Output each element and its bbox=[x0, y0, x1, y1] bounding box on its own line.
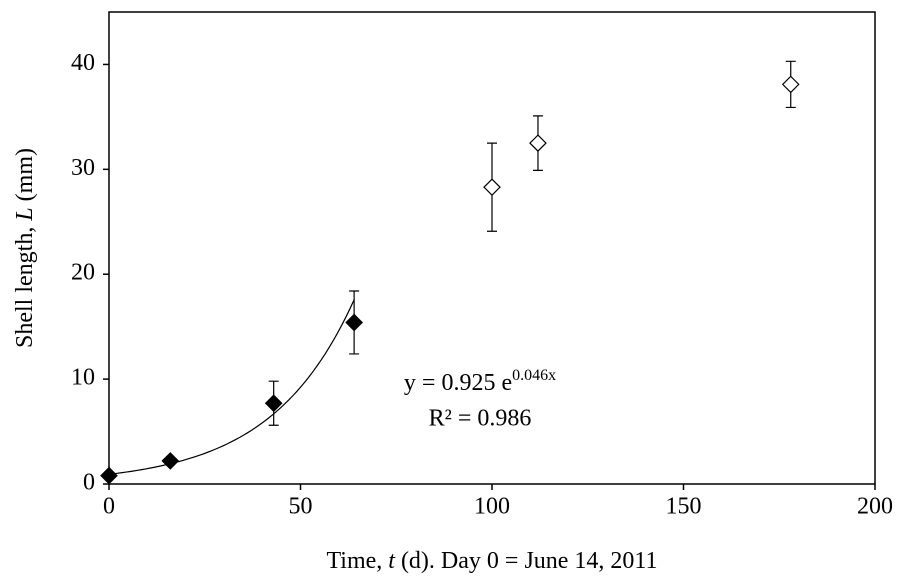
x-tick-label: 200 bbox=[857, 494, 893, 520]
point bbox=[483, 178, 501, 197]
x-tick-label: 0 bbox=[103, 494, 115, 520]
x-tick-label: 150 bbox=[666, 494, 702, 520]
equation: y = 0.925 e0.046x bbox=[404, 367, 556, 396]
y-tick-label: 10 bbox=[71, 365, 95, 391]
point bbox=[345, 313, 363, 332]
y-label-part: Shell length, bbox=[12, 221, 38, 348]
trendline bbox=[108, 299, 355, 475]
point bbox=[529, 134, 547, 152]
x-tick-label: 50 bbox=[289, 494, 313, 520]
y-tick-label: 20 bbox=[71, 260, 95, 286]
point bbox=[100, 466, 118, 485]
r-squared: R² = 0.986 bbox=[429, 406, 532, 432]
x-axis-label: Time, t (d). Day 0 = June 14, 2011 bbox=[326, 548, 657, 574]
y-label-part: L bbox=[12, 207, 38, 221]
x-label-part: Time, bbox=[326, 548, 388, 574]
y-tick-label: 0 bbox=[83, 470, 95, 496]
equation-base: y = 0.925 e bbox=[404, 370, 512, 396]
y-label-part: (mm) bbox=[12, 148, 38, 207]
equation-exponent: 0.046x bbox=[512, 367, 556, 384]
y-axis-label: Shell length, L (mm) bbox=[12, 148, 38, 348]
point bbox=[161, 452, 180, 470]
x-label-part: t bbox=[388, 548, 396, 574]
x-label-part: (d). Day 0 = June 14, 2011 bbox=[395, 548, 658, 574]
y-tick-label: 30 bbox=[71, 155, 95, 181]
y-tick-label: 40 bbox=[71, 50, 95, 76]
x-tick-label: 100 bbox=[474, 494, 510, 520]
point bbox=[781, 75, 800, 94]
point bbox=[264, 394, 283, 413]
